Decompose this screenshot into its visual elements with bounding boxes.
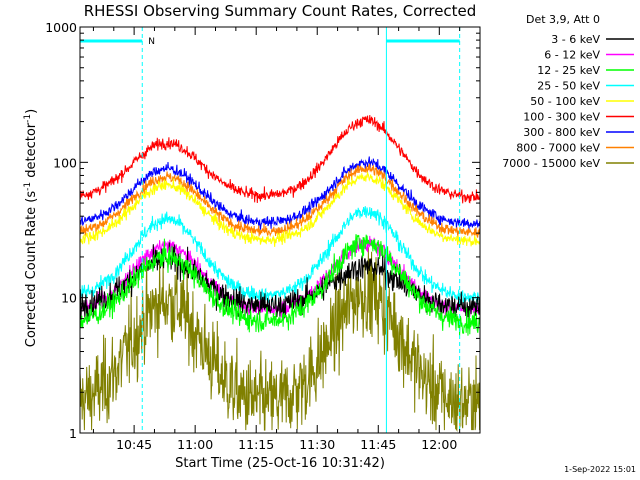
legend-label: 7000 - 15000 keV xyxy=(502,157,600,170)
legend-label: 300 - 800 keV xyxy=(523,126,600,139)
x-tick-label: 10:45 xyxy=(116,437,152,452)
axes-frame xyxy=(79,26,481,434)
timestamp: 1-Sep-2022 15:01 xyxy=(564,465,636,474)
x-tick-label: 11:45 xyxy=(360,437,396,452)
x-tick-label: 11:00 xyxy=(177,437,213,452)
series-line-2 xyxy=(80,234,480,336)
legend-label: 50 - 100 keV xyxy=(530,95,600,108)
y-tick-label: 100 xyxy=(53,155,77,170)
y-axis-label-sup1: -1 xyxy=(23,182,33,191)
y-axis-label: Corrected Count Rate (s-1 detector-1) xyxy=(23,109,39,347)
x-tick-label: 12:00 xyxy=(421,437,457,452)
y-tick-label: 1000 xyxy=(45,20,77,35)
legend-label: 6 - 12 keV xyxy=(544,49,600,62)
legend: Det 3,9, Att 0 3 - 6 keV 6 - 12 keV 12 - 2… xyxy=(502,13,634,170)
x-tick-label: 11:30 xyxy=(299,437,335,452)
y-axis-label-mid: detector xyxy=(24,122,39,182)
y-tick-label: 1 xyxy=(69,426,77,441)
y-axis-label-main: Corrected Count Rate (s xyxy=(24,191,39,348)
y-tick-label: 10 xyxy=(61,291,77,306)
legend-label: 3 - 6 keV xyxy=(551,33,600,46)
y-axis-label-sup2: -1 xyxy=(23,114,33,123)
legend-header: Det 3,9, Att 0 xyxy=(526,13,600,26)
series-line-5 xyxy=(80,114,480,204)
series-line-4 xyxy=(80,172,480,247)
y-axis-label-end: ) xyxy=(24,109,39,114)
series-line-3 xyxy=(80,206,480,306)
annotation-n: N xyxy=(148,37,155,47)
legend-label: 12 - 25 keV xyxy=(537,64,600,77)
legend-label: 25 - 50 keV xyxy=(537,80,600,93)
x-axis-label: Start Time (25-Oct-16 10:31:42) xyxy=(175,456,385,471)
chart-title: RHESSI Observing Summary Count Rates, Co… xyxy=(84,2,477,20)
legend-label: 800 - 7000 keV xyxy=(516,142,600,155)
series-line-7 xyxy=(80,163,480,238)
series-group xyxy=(80,114,480,432)
plot-area: N 1 10 100 1000 10:45 11:00 11:15 11:30 11:45 12:0… xyxy=(45,20,481,452)
x-tick-label: 11:15 xyxy=(238,437,274,452)
series-line-6 xyxy=(80,156,480,231)
legend-label: 100 - 300 keV xyxy=(523,111,600,124)
